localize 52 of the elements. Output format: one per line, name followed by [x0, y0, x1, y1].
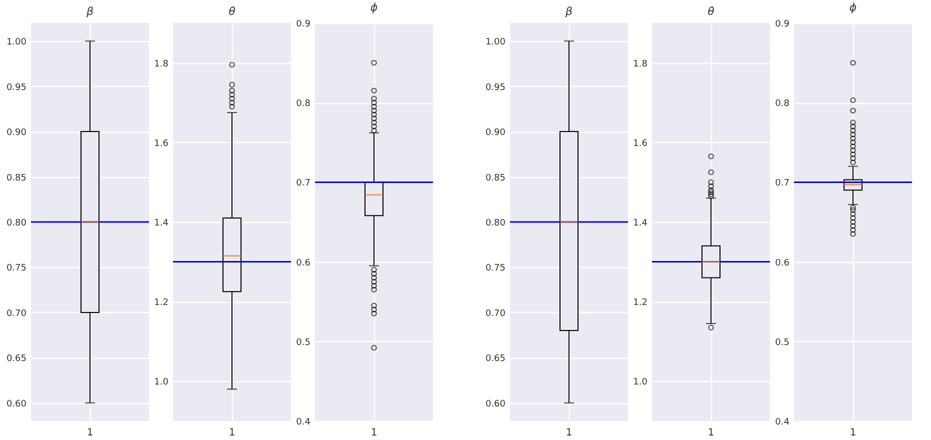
- y-tick-label: 0.4: [296, 418, 311, 428]
- y-tick-label: 0.7: [296, 178, 310, 189]
- y-tick-label: 0.65: [485, 354, 506, 364]
- x-tick-label: 1: [370, 428, 378, 438]
- y-tick-label: 0.7: [775, 178, 790, 189]
- y-tick-label: 0.9: [775, 20, 790, 30]
- y-tick-label: 0.6: [775, 258, 790, 268]
- y-tick-label: 0.6: [296, 258, 311, 268]
- y-tick-label: 0.85: [485, 173, 506, 184]
- y-tick-label: 1.2: [154, 298, 168, 308]
- y-tick-label: 1.4: [633, 218, 648, 228]
- chart-title: β: [85, 5, 94, 18]
- y-tick-label: 0.70: [485, 308, 506, 319]
- y-tick-label: 1.4: [154, 218, 169, 228]
- y-tick-label: 0.80: [6, 218, 27, 228]
- y-tick-label: 0.8: [775, 99, 790, 110]
- y-tick-label: 1.8: [154, 59, 169, 70]
- y-tick-label: 0.9: [296, 20, 311, 30]
- y-tick-label: 0.70: [6, 308, 27, 319]
- y-tick-label: 0.5: [296, 338, 310, 348]
- y-tick-label: 0.75: [485, 264, 506, 274]
- chart-title: θ: [228, 5, 236, 18]
- y-tick-label: 1.8: [633, 59, 648, 70]
- y-tick-label: 0.80: [485, 218, 506, 228]
- y-tick-label: 0.75: [6, 264, 26, 274]
- y-tick-label: 0.60: [485, 399, 506, 410]
- chart-title: ϕ: [849, 1, 857, 14]
- y-tick-label: 1.00: [6, 38, 27, 48]
- y-tick-label: 0.8: [296, 99, 311, 110]
- y-tick-label: 0.95: [485, 82, 506, 93]
- y-tick-label: 1.6: [633, 138, 648, 149]
- chart-title: ϕ: [370, 1, 378, 14]
- x-tick-label: 1: [86, 428, 94, 438]
- chart-title: θ: [708, 5, 715, 18]
- y-tick-label: 1.0: [633, 378, 648, 388]
- y-tick-label: 0.60: [6, 399, 27, 410]
- y-tick-label: 0.90: [485, 128, 506, 138]
- y-tick-label: 1.2: [633, 298, 648, 308]
- y-tick-label: 0.85: [6, 173, 26, 184]
- y-tick-label: 0.65: [6, 354, 26, 364]
- y-tick-label: 0.95: [6, 82, 26, 93]
- y-tick-label: 0.5: [775, 338, 790, 348]
- y-tick-label: 1.00: [485, 38, 506, 48]
- y-tick-label: 1.6: [154, 138, 169, 149]
- x-tick-label: 1: [850, 428, 856, 438]
- chart-title: β: [564, 5, 573, 18]
- x-tick-label: 1: [228, 428, 236, 438]
- y-tick-label: 0.4: [775, 418, 790, 428]
- y-tick-label: 1.0: [154, 378, 169, 388]
- y-tick-label: 0.90: [6, 128, 27, 138]
- x-tick-label: 1: [708, 428, 714, 438]
- x-tick-label: 1: [566, 428, 572, 438]
